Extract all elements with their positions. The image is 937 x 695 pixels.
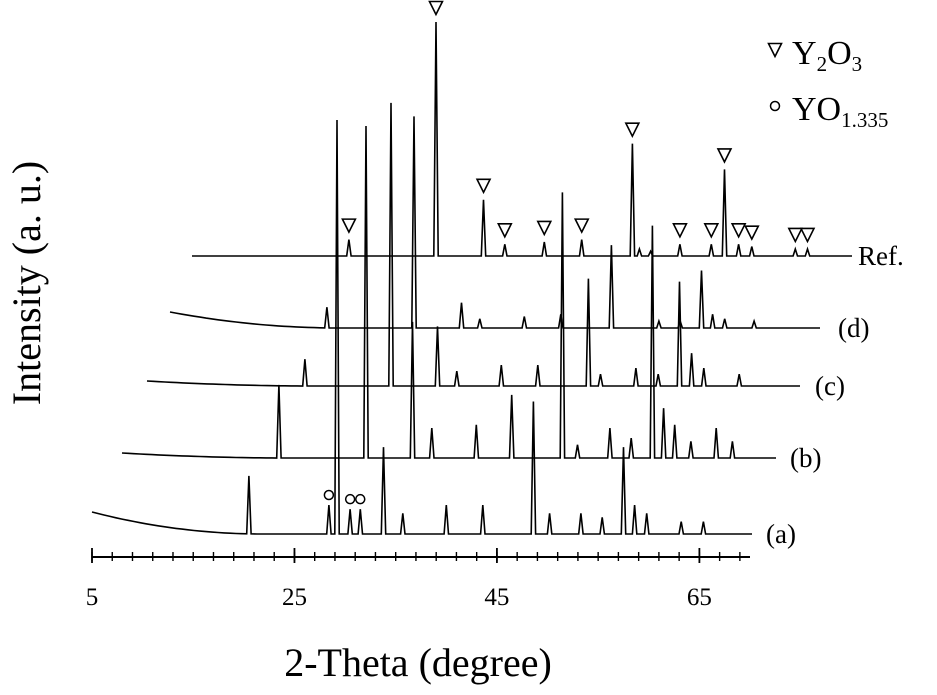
x-ticks: 5 25 45 65 <box>86 548 741 611</box>
trace-5 <box>192 21 852 257</box>
triangle-marker <box>536 220 553 237</box>
triangle-marker <box>730 223 747 239</box>
legend-label-1: Y2O3 <box>792 35 862 76</box>
triangle-marker <box>703 223 720 239</box>
legend-label-2: YO1.335 <box>792 91 888 132</box>
trace-2 <box>121 125 776 459</box>
x-axis-title: 2-Theta (degree) <box>284 640 552 685</box>
series-label-3: (c) <box>815 371 845 401</box>
xrd-traces <box>91 21 852 535</box>
x-axis: 5 25 45 65 <box>86 548 750 611</box>
x-tick-label: 5 <box>86 584 99 611</box>
series-labels: (a) (b) (c) (d) Ref. <box>766 241 904 549</box>
series-label-5: Ref. <box>858 241 904 271</box>
circle-marker <box>344 493 356 505</box>
series-label-1: (a) <box>766 519 796 549</box>
triangle-marker <box>787 227 804 244</box>
trace-4 <box>169 116 820 329</box>
x-tick-label: 65 <box>687 584 712 611</box>
legend-triangle-icon <box>767 42 783 59</box>
series-label-2: (b) <box>790 443 821 473</box>
x-tick-label: 25 <box>282 584 307 611</box>
trace-1 <box>91 119 752 535</box>
triangle-marker <box>716 148 733 164</box>
triangle-marker <box>799 227 816 244</box>
triangle-marker <box>672 223 688 239</box>
triangle-marker <box>573 218 590 234</box>
series-label-4: (d) <box>838 313 869 343</box>
legend: Y2O3 YO1.335 <box>767 35 888 132</box>
triangle-marker <box>341 218 357 234</box>
trace-3 <box>146 102 800 387</box>
phase-markers <box>323 0 816 505</box>
circle-marker <box>323 489 335 501</box>
x-tick-label: 45 <box>484 584 509 611</box>
triangle-marker <box>475 178 492 195</box>
legend-circle-icon <box>769 100 781 112</box>
triangle-marker <box>744 225 760 241</box>
triangle-marker <box>624 122 641 138</box>
y-axis-title: Intensity (a. u.) <box>4 161 49 405</box>
triangle-marker <box>497 223 513 239</box>
circle-marker <box>355 493 366 505</box>
triangle-marker <box>428 0 444 17</box>
